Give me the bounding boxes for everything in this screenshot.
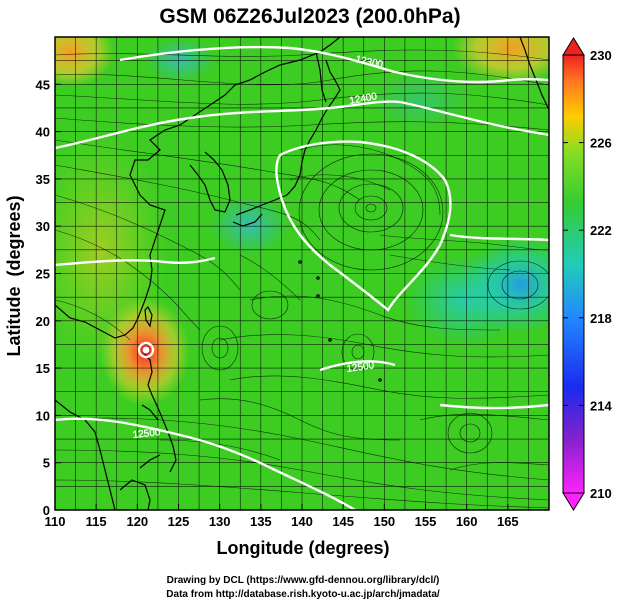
y-tick-label: 40 [36, 125, 50, 140]
y-tick-label: 10 [36, 408, 50, 423]
x-axis: 110 115 120 125 130 135 140 145 150 155 160 165 [45, 504, 519, 529]
contour-label: 12500 [132, 427, 161, 441]
colorbar-tick-label: 210 [590, 486, 612, 501]
x-tick-label: 155 [415, 514, 437, 529]
x-tick-label: 160 [456, 514, 478, 529]
y-tick-label: 5 [43, 456, 50, 471]
x-tick-label: 120 [126, 514, 148, 529]
x-tick-label: 145 [332, 514, 354, 529]
y-tick-label: 0 [43, 503, 50, 518]
colorbar-tick-label: 230 [590, 48, 612, 63]
colorbar-ticks: 230 226 222 218 214 210 [563, 48, 612, 501]
typhoon-center-icon [141, 345, 151, 355]
x-tick-label: 140 [291, 514, 313, 529]
small-vortices [201, 260, 549, 454]
chart-title: GSM 06Z26Jul2023 (200.0hPa) [159, 5, 460, 28]
y-tick-label: 25 [36, 267, 50, 282]
grid-lines [55, 37, 549, 510]
credit-drawing: Drawing by DCL (https://www.gfd-dennou.o… [167, 575, 440, 586]
x-tick-label: 125 [168, 514, 190, 529]
colorbar-tick-label: 226 [590, 136, 612, 151]
y-tick-label: 45 [36, 77, 50, 92]
contour-label: 12400 [349, 91, 379, 107]
y-tick-label: 30 [36, 219, 50, 234]
x-tick-label: 165 [497, 514, 519, 529]
y-axis: 0 5 10 15 20 25 30 35 40 45 [36, 77, 61, 518]
temperature-field: 12300 12400 12500 12500 [55, 37, 549, 510]
colorbar-tick-label: 222 [590, 223, 612, 238]
y-tick-label: 15 [36, 361, 50, 376]
colorbar: 230 226 222 218 214 210 [562, 37, 612, 511]
colorbar-gradient [562, 54, 585, 494]
colorbar-bottom-cap [562, 492, 585, 511]
y-axis-label: Latitude (degrees) [4, 195, 24, 356]
y-tick-label: 35 [36, 172, 50, 187]
x-tick-label: 135 [250, 514, 272, 529]
x-tick-label: 130 [209, 514, 231, 529]
height-contours [55, 45, 549, 510]
x-axis-label: Longitude (degrees) [216, 538, 389, 558]
x-tick-label: 150 [373, 514, 395, 529]
colorbar-top-cap [562, 37, 585, 56]
x-tick-label: 115 [86, 514, 107, 529]
anticyclone-vortex [298, 153, 444, 271]
contour-label: 12500 [346, 360, 376, 375]
x-tick-label: 110 [45, 514, 66, 529]
colorbar-tick-label: 218 [590, 311, 612, 326]
colorbar-tick-label: 214 [590, 398, 612, 413]
credit-data: Data from http://database.rish.kyoto-u.a… [166, 589, 440, 600]
y-tick-label: 20 [36, 314, 50, 329]
